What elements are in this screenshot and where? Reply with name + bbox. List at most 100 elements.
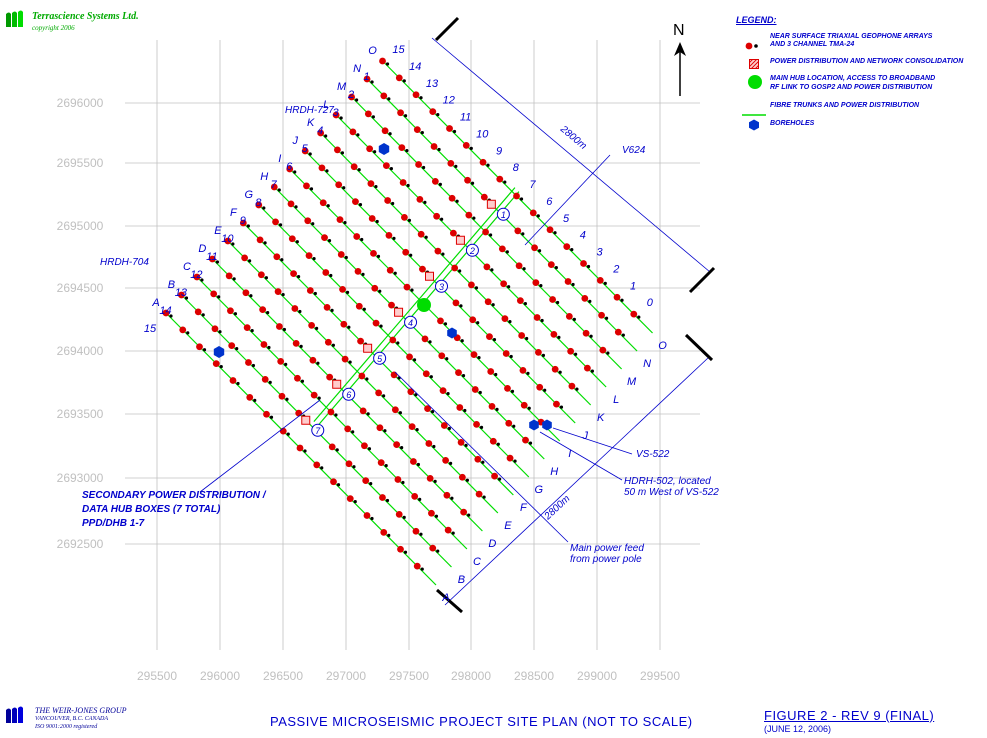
- sensor-dot: [399, 179, 407, 186]
- sensor-tma-dot: [451, 531, 455, 535]
- sensor-tma-dot: [281, 293, 285, 297]
- sensor-tma-dot: [450, 496, 454, 500]
- borehole-central-icon: [447, 327, 457, 339]
- sensor-tma-dot: [407, 218, 412, 222]
- sensor-dot: [241, 254, 249, 262]
- sensor-dot: [498, 245, 506, 253]
- sensor-tma-dot: [416, 462, 420, 467]
- sensor-tma-dot: [248, 259, 252, 263]
- sensor-dot: [412, 91, 420, 99]
- sensor-dot: [444, 526, 452, 534]
- sensor-tma-dot: [268, 380, 272, 384]
- sensor-tma-dot: [374, 185, 378, 189]
- sensor-dot: [448, 194, 456, 202]
- sensor-tma-dot: [507, 285, 511, 289]
- sensor-tma-dot: [469, 146, 473, 150]
- sensor-dot: [319, 199, 327, 207]
- sensor-tma-dot: [317, 396, 321, 400]
- sensor-tma-dot: [489, 233, 493, 237]
- y-tick-2694500: 2694500: [57, 281, 104, 295]
- sensor-tma-dot: [412, 358, 417, 362]
- sensor-tma-dot: [402, 79, 406, 83]
- sensor-tma-dot: [429, 375, 433, 379]
- sensor-tma-dot: [215, 260, 219, 264]
- hub-7: 7: [301, 415, 325, 437]
- sensor-tma-dot: [315, 326, 319, 330]
- sensor-tma-dot: [505, 250, 509, 254]
- sensor-tma-dot: [250, 329, 254, 333]
- sensor-dot: [294, 374, 301, 382]
- sensor-dot: [255, 201, 263, 209]
- sensor-tma-dot: [481, 460, 485, 464]
- sensor-tma-dot: [218, 330, 222, 334]
- x-tick-298500: 298500: [514, 669, 554, 683]
- sensor-tma-dot: [486, 163, 490, 167]
- sensor-tma-dot: [360, 237, 364, 242]
- footer-company-line2: VANCOUVER, B.C. CANADA: [35, 716, 109, 722]
- sensor-tma-dot: [432, 444, 436, 449]
- sensor-tma-dot: [497, 477, 502, 481]
- sensor-dot: [305, 252, 313, 260]
- sensor-tma-dot: [347, 325, 351, 329]
- x-tick-295500: 295500: [137, 669, 177, 683]
- sensor-tma-dot: [264, 276, 268, 280]
- sensor-tma-dot: [355, 98, 359, 102]
- sensor-tma-dot: [375, 219, 379, 224]
- legend-main-hub-icon: [747, 74, 763, 90]
- hub-number: 6: [346, 390, 351, 400]
- sensor-dot: [460, 508, 468, 516]
- letter-label-lower-12: M: [627, 376, 637, 388]
- sensor-tma-dot: [428, 340, 432, 344]
- sensor-tma-dot: [525, 336, 529, 341]
- sensor-dot: [519, 366, 527, 374]
- sensor-tma-dot: [262, 206, 266, 210]
- legend-item-main-hub-line2: RF LINK TO GOSP2 AND POWER DISTRIBUTION: [770, 84, 933, 91]
- hub-1: 1: [486, 199, 510, 221]
- vs-522-label: VS-522: [636, 449, 670, 460]
- sensor-tma-dot: [267, 345, 271, 350]
- sensor-tma-dot: [299, 344, 303, 348]
- dim-upper-line: [431, 37, 711, 273]
- sensor-dot: [274, 288, 282, 296]
- sensor-tma-dot: [586, 264, 591, 269]
- sensor-dot: [553, 400, 560, 408]
- sensor-tma-dot: [232, 277, 236, 281]
- sensor-tma-dot: [379, 324, 383, 328]
- letter-label-lower-10: K: [597, 412, 605, 424]
- sensor-dot: [598, 311, 605, 319]
- sensor-tma-dot: [536, 214, 540, 218]
- hub-circle-icon: [373, 351, 387, 365]
- sensor-tma-dot: [526, 371, 530, 375]
- hdrh-502-label-line2: 50 m West of VS-522: [624, 487, 719, 498]
- sensor-dot: [358, 372, 366, 380]
- sensor-dot: [390, 371, 398, 379]
- sensor-dot: [456, 404, 464, 411]
- sensor-dot: [243, 324, 251, 332]
- number-label-upper-2: 13: [426, 78, 439, 90]
- number-label-lower-5: 10: [221, 233, 234, 245]
- sensor-dot: [382, 162, 390, 170]
- sensor-dot: [303, 182, 310, 190]
- sensor-tma-dot: [574, 352, 578, 356]
- hub-circle-icon: [465, 243, 479, 257]
- sensor-dot: [501, 315, 509, 323]
- sensor-tma-dot: [296, 275, 301, 279]
- sensor-dot: [345, 460, 353, 468]
- sensor-dot: [515, 262, 523, 270]
- sensor-tma-dot: [357, 168, 361, 172]
- sensor-dot: [613, 293, 621, 301]
- sensor-dot: [337, 251, 345, 258]
- sensor-dot: [415, 161, 422, 168]
- power-box-icon: [301, 415, 311, 425]
- sensor-tma-dot: [316, 361, 320, 365]
- sensor-dot: [306, 287, 314, 294]
- sensor-tma-dot: [528, 441, 533, 445]
- letter-label-lower-14: O: [658, 340, 667, 352]
- sensor-dot: [341, 355, 349, 363]
- sensor-dot: [256, 236, 264, 244]
- sensor-dot: [323, 303, 331, 311]
- sensor-tma-dot: [522, 267, 526, 271]
- sensor-dot: [397, 109, 404, 117]
- sensor-dot: [385, 231, 393, 239]
- sensor-dot: [371, 284, 379, 292]
